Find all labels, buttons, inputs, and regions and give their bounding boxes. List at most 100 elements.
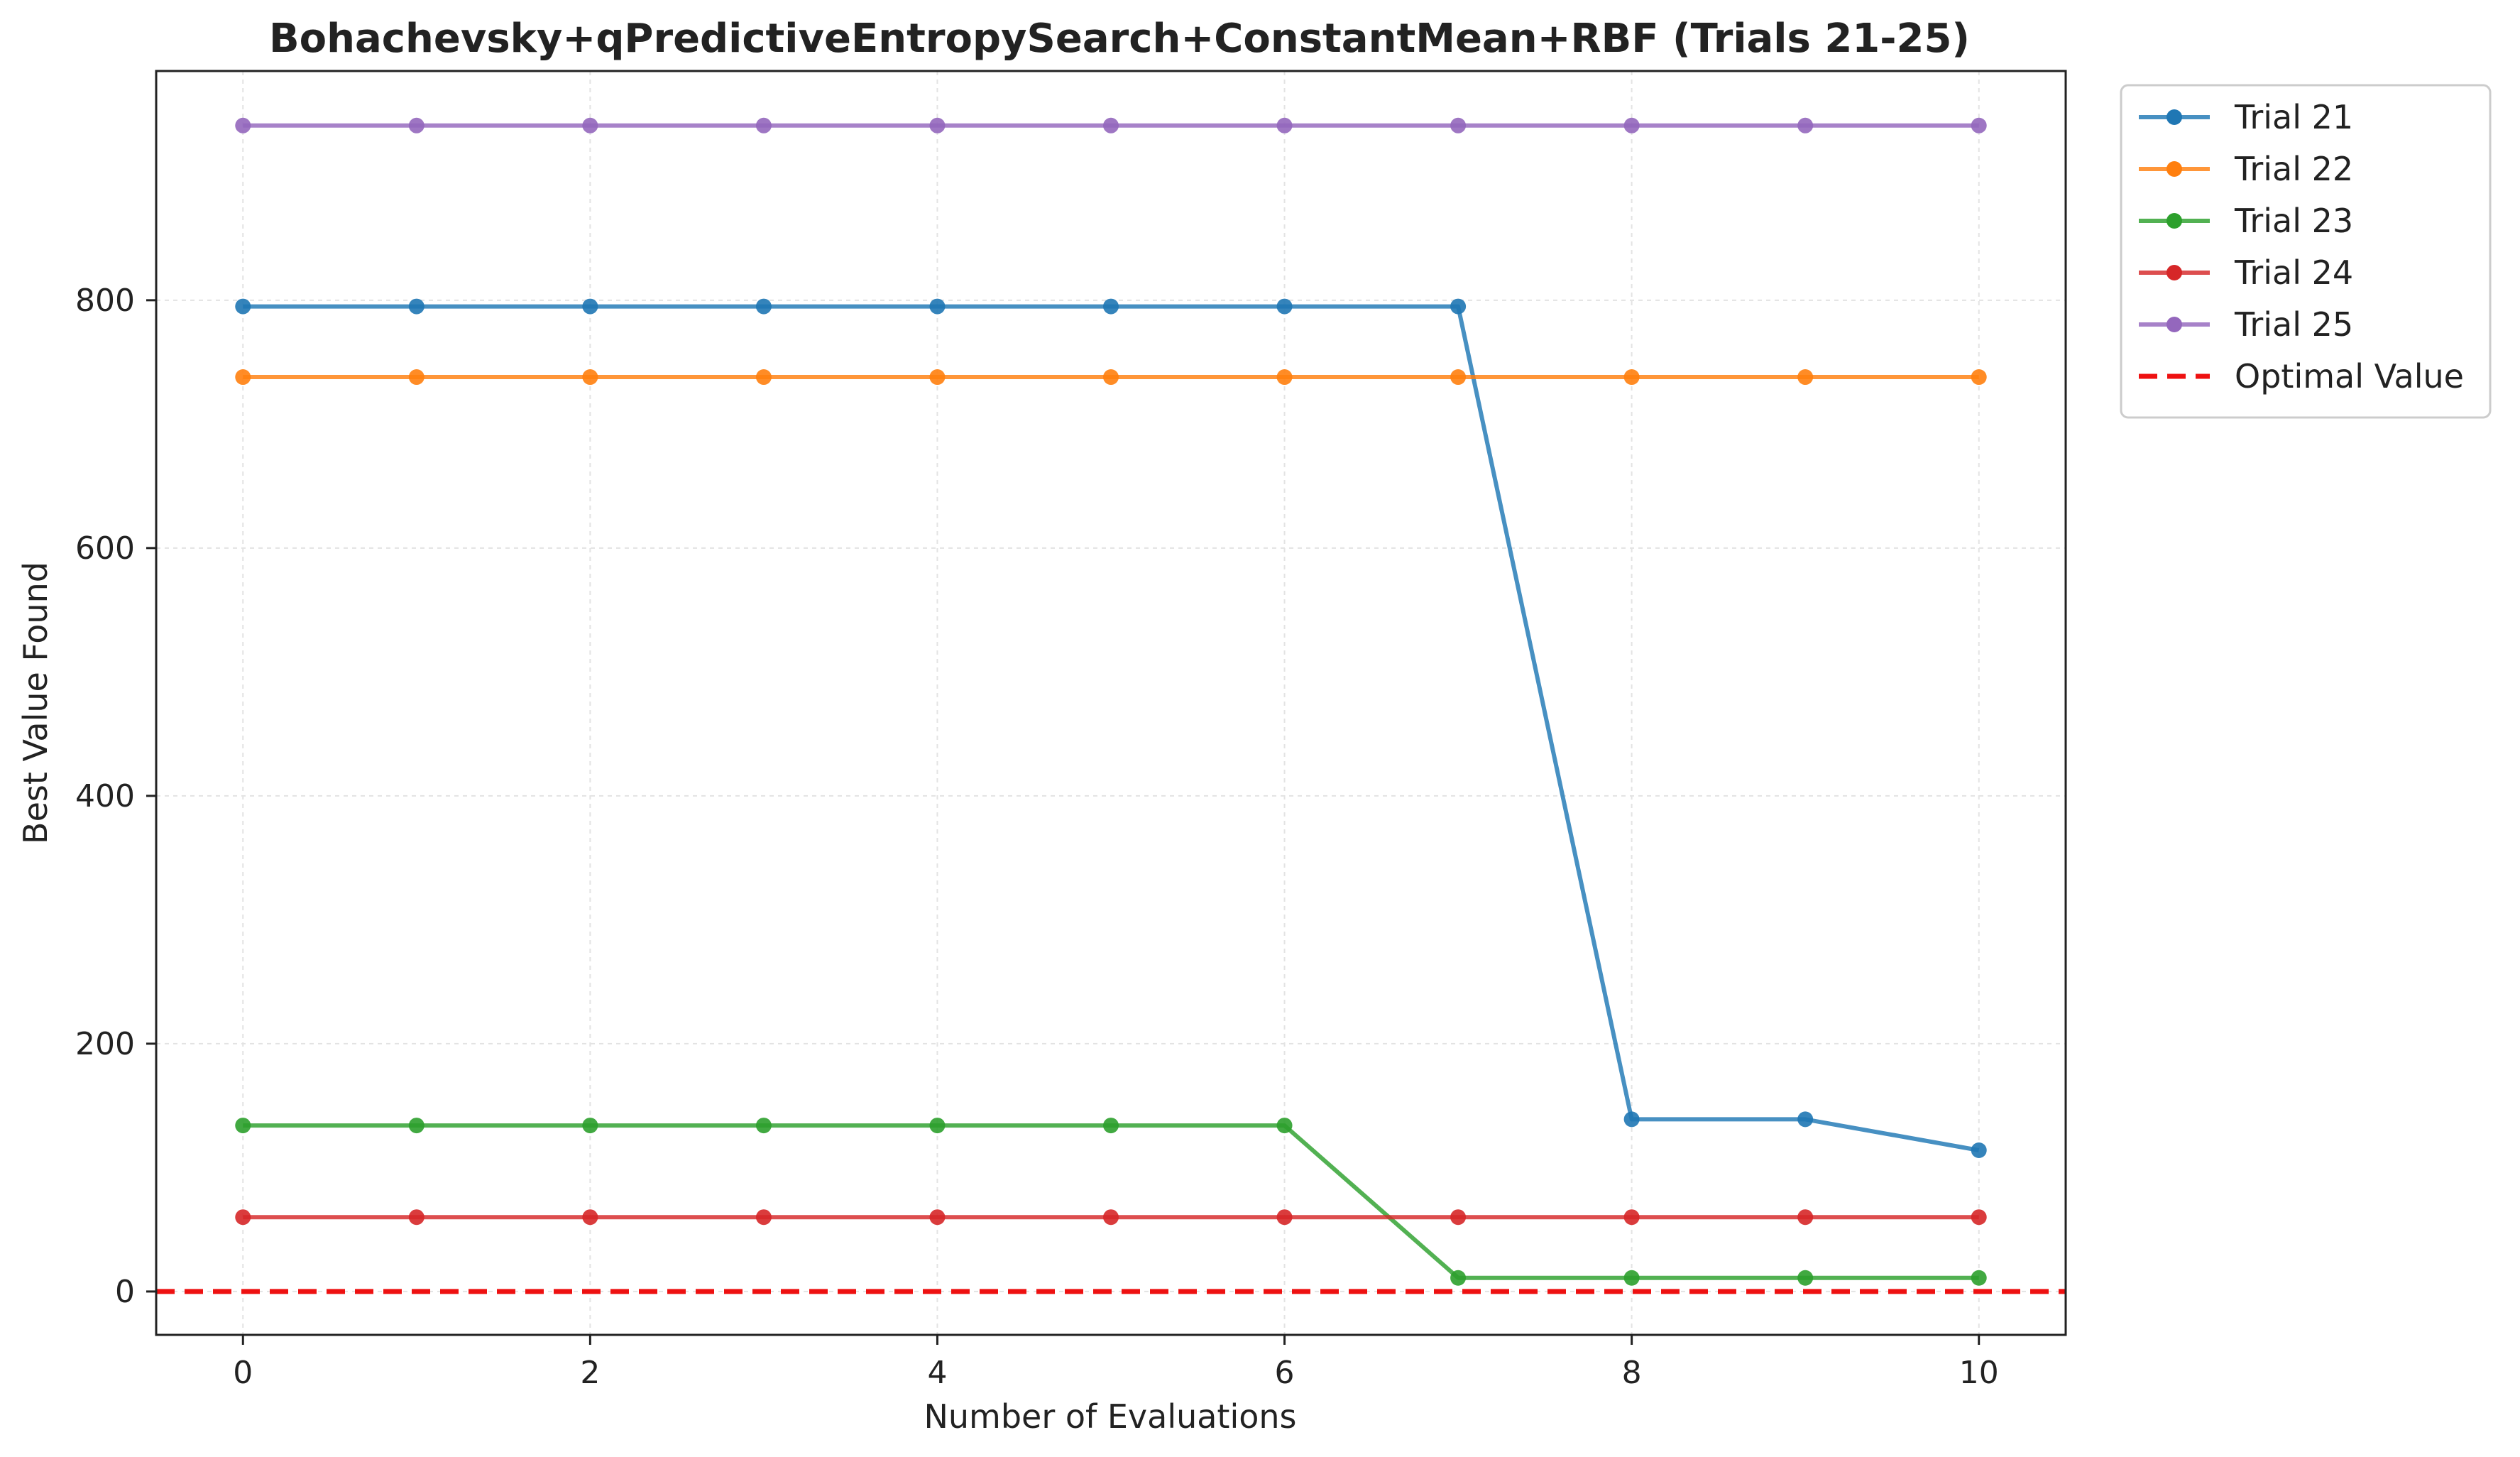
data-point bbox=[1797, 1111, 1814, 1128]
data-point bbox=[1971, 117, 1987, 133]
data-point bbox=[1276, 369, 1293, 386]
legend-marker bbox=[2166, 213, 2182, 229]
data-point bbox=[1276, 298, 1293, 315]
x-tick-label: 8 bbox=[1622, 1355, 1642, 1391]
data-point bbox=[929, 298, 946, 315]
data-point bbox=[408, 117, 424, 133]
data-point bbox=[1971, 1209, 1987, 1226]
data-point bbox=[582, 117, 598, 133]
series-5 bbox=[235, 117, 1987, 133]
data-point bbox=[1276, 1209, 1293, 1226]
series-4 bbox=[235, 1209, 1987, 1226]
data-point bbox=[582, 298, 598, 315]
data-point bbox=[582, 1209, 598, 1226]
legend-label: Trial 24 bbox=[2234, 253, 2353, 292]
data-point bbox=[1450, 1209, 1467, 1226]
data-point bbox=[755, 298, 772, 315]
data-point bbox=[1797, 1209, 1814, 1226]
data-point bbox=[929, 1209, 946, 1226]
data-point bbox=[1797, 369, 1814, 386]
series-1 bbox=[235, 298, 1987, 1158]
data-point bbox=[1276, 117, 1293, 133]
data-point bbox=[1103, 1209, 1119, 1226]
legend-label: Optimal Value bbox=[2235, 357, 2464, 395]
y-tick-label: 600 bbox=[75, 530, 135, 567]
y-axis-label: Best Value Found bbox=[16, 562, 55, 844]
data-point bbox=[1623, 1209, 1640, 1226]
plot-frame bbox=[155, 70, 2067, 1336]
data-point bbox=[1971, 1142, 1987, 1158]
legend-entry: Optimal Value bbox=[2139, 357, 2464, 395]
data-point bbox=[755, 369, 772, 386]
data-point bbox=[582, 369, 598, 386]
legend: Trial 21 Trial 22 Trial 23 Trial 24 Trial 25… bbox=[2120, 84, 2492, 419]
series-3 bbox=[235, 1118, 1987, 1286]
x-tick-label: 10 bbox=[1959, 1355, 1999, 1391]
data-point bbox=[1797, 1270, 1814, 1286]
data-point bbox=[929, 369, 946, 386]
data-point bbox=[755, 117, 772, 133]
series-line bbox=[243, 304, 1980, 1152]
data-point bbox=[235, 1209, 251, 1226]
data-point bbox=[1103, 369, 1119, 386]
data-point bbox=[408, 298, 424, 315]
series-line bbox=[243, 1123, 1979, 1280]
data-point bbox=[1623, 1270, 1640, 1286]
data-point bbox=[408, 1118, 424, 1134]
data-point bbox=[1103, 1118, 1119, 1134]
legend-label: Trial 25 bbox=[2234, 305, 2353, 344]
data-point bbox=[235, 369, 251, 386]
grid bbox=[156, 71, 2066, 1335]
data-point bbox=[1450, 369, 1467, 386]
data-point bbox=[1103, 298, 1119, 315]
data-point bbox=[929, 117, 946, 133]
data-point bbox=[235, 117, 251, 133]
plot-series bbox=[156, 117, 2066, 1294]
legend-entry: Trial 22 bbox=[2139, 150, 2353, 188]
data-point bbox=[1450, 298, 1467, 315]
legend-box bbox=[2120, 84, 2492, 419]
x-tick-label: 2 bbox=[580, 1355, 600, 1391]
x-tick-label: 4 bbox=[927, 1355, 947, 1391]
chart-title: Bohachevsky+qPredictiveEntropySearch+Con… bbox=[269, 16, 1970, 62]
legend-entry: Trial 25 bbox=[2139, 305, 2353, 344]
data-point bbox=[235, 1118, 251, 1134]
data-point bbox=[1623, 117, 1640, 133]
legend-marker bbox=[2166, 317, 2182, 332]
series-2 bbox=[235, 369, 1987, 386]
data-point bbox=[1450, 117, 1467, 133]
data-point bbox=[755, 1118, 772, 1134]
y-tick-label: 0 bbox=[115, 1274, 135, 1310]
legend-label: Trial 23 bbox=[2234, 202, 2353, 240]
data-point bbox=[1971, 1270, 1987, 1286]
x-tick-label: 6 bbox=[1275, 1355, 1295, 1391]
legend-marker bbox=[2166, 109, 2182, 125]
data-point bbox=[1797, 117, 1814, 133]
data-point bbox=[1103, 117, 1119, 133]
data-point bbox=[408, 1209, 424, 1226]
data-point bbox=[1971, 369, 1987, 386]
data-point bbox=[1623, 1111, 1640, 1128]
data-point bbox=[235, 298, 251, 315]
data-point bbox=[1623, 369, 1640, 386]
data-point bbox=[755, 1209, 772, 1226]
data-point bbox=[408, 369, 424, 386]
legend-entry: Trial 24 bbox=[2139, 253, 2353, 292]
data-point bbox=[929, 1118, 946, 1134]
y-tick-label: 800 bbox=[75, 283, 135, 319]
y-tick-label: 200 bbox=[75, 1026, 135, 1062]
legend-marker bbox=[2166, 265, 2182, 280]
data-point bbox=[1450, 1270, 1467, 1286]
y-tick-label: 400 bbox=[75, 778, 135, 814]
x-tick-label: 0 bbox=[233, 1355, 253, 1391]
legend-marker bbox=[2166, 161, 2182, 177]
legend-label: Trial 21 bbox=[2234, 98, 2353, 136]
legend-label: Trial 22 bbox=[2234, 150, 2353, 188]
axes: 0 2 4 6 8 10 0 200 400 600 800 bbox=[75, 70, 2067, 1391]
data-point bbox=[582, 1118, 598, 1134]
legend-entry: Trial 21 bbox=[2139, 98, 2353, 136]
data-point bbox=[1276, 1118, 1293, 1134]
x-axis-label: Number of Evaluations bbox=[924, 1397, 1296, 1436]
legend-entry: Trial 23 bbox=[2139, 202, 2353, 240]
